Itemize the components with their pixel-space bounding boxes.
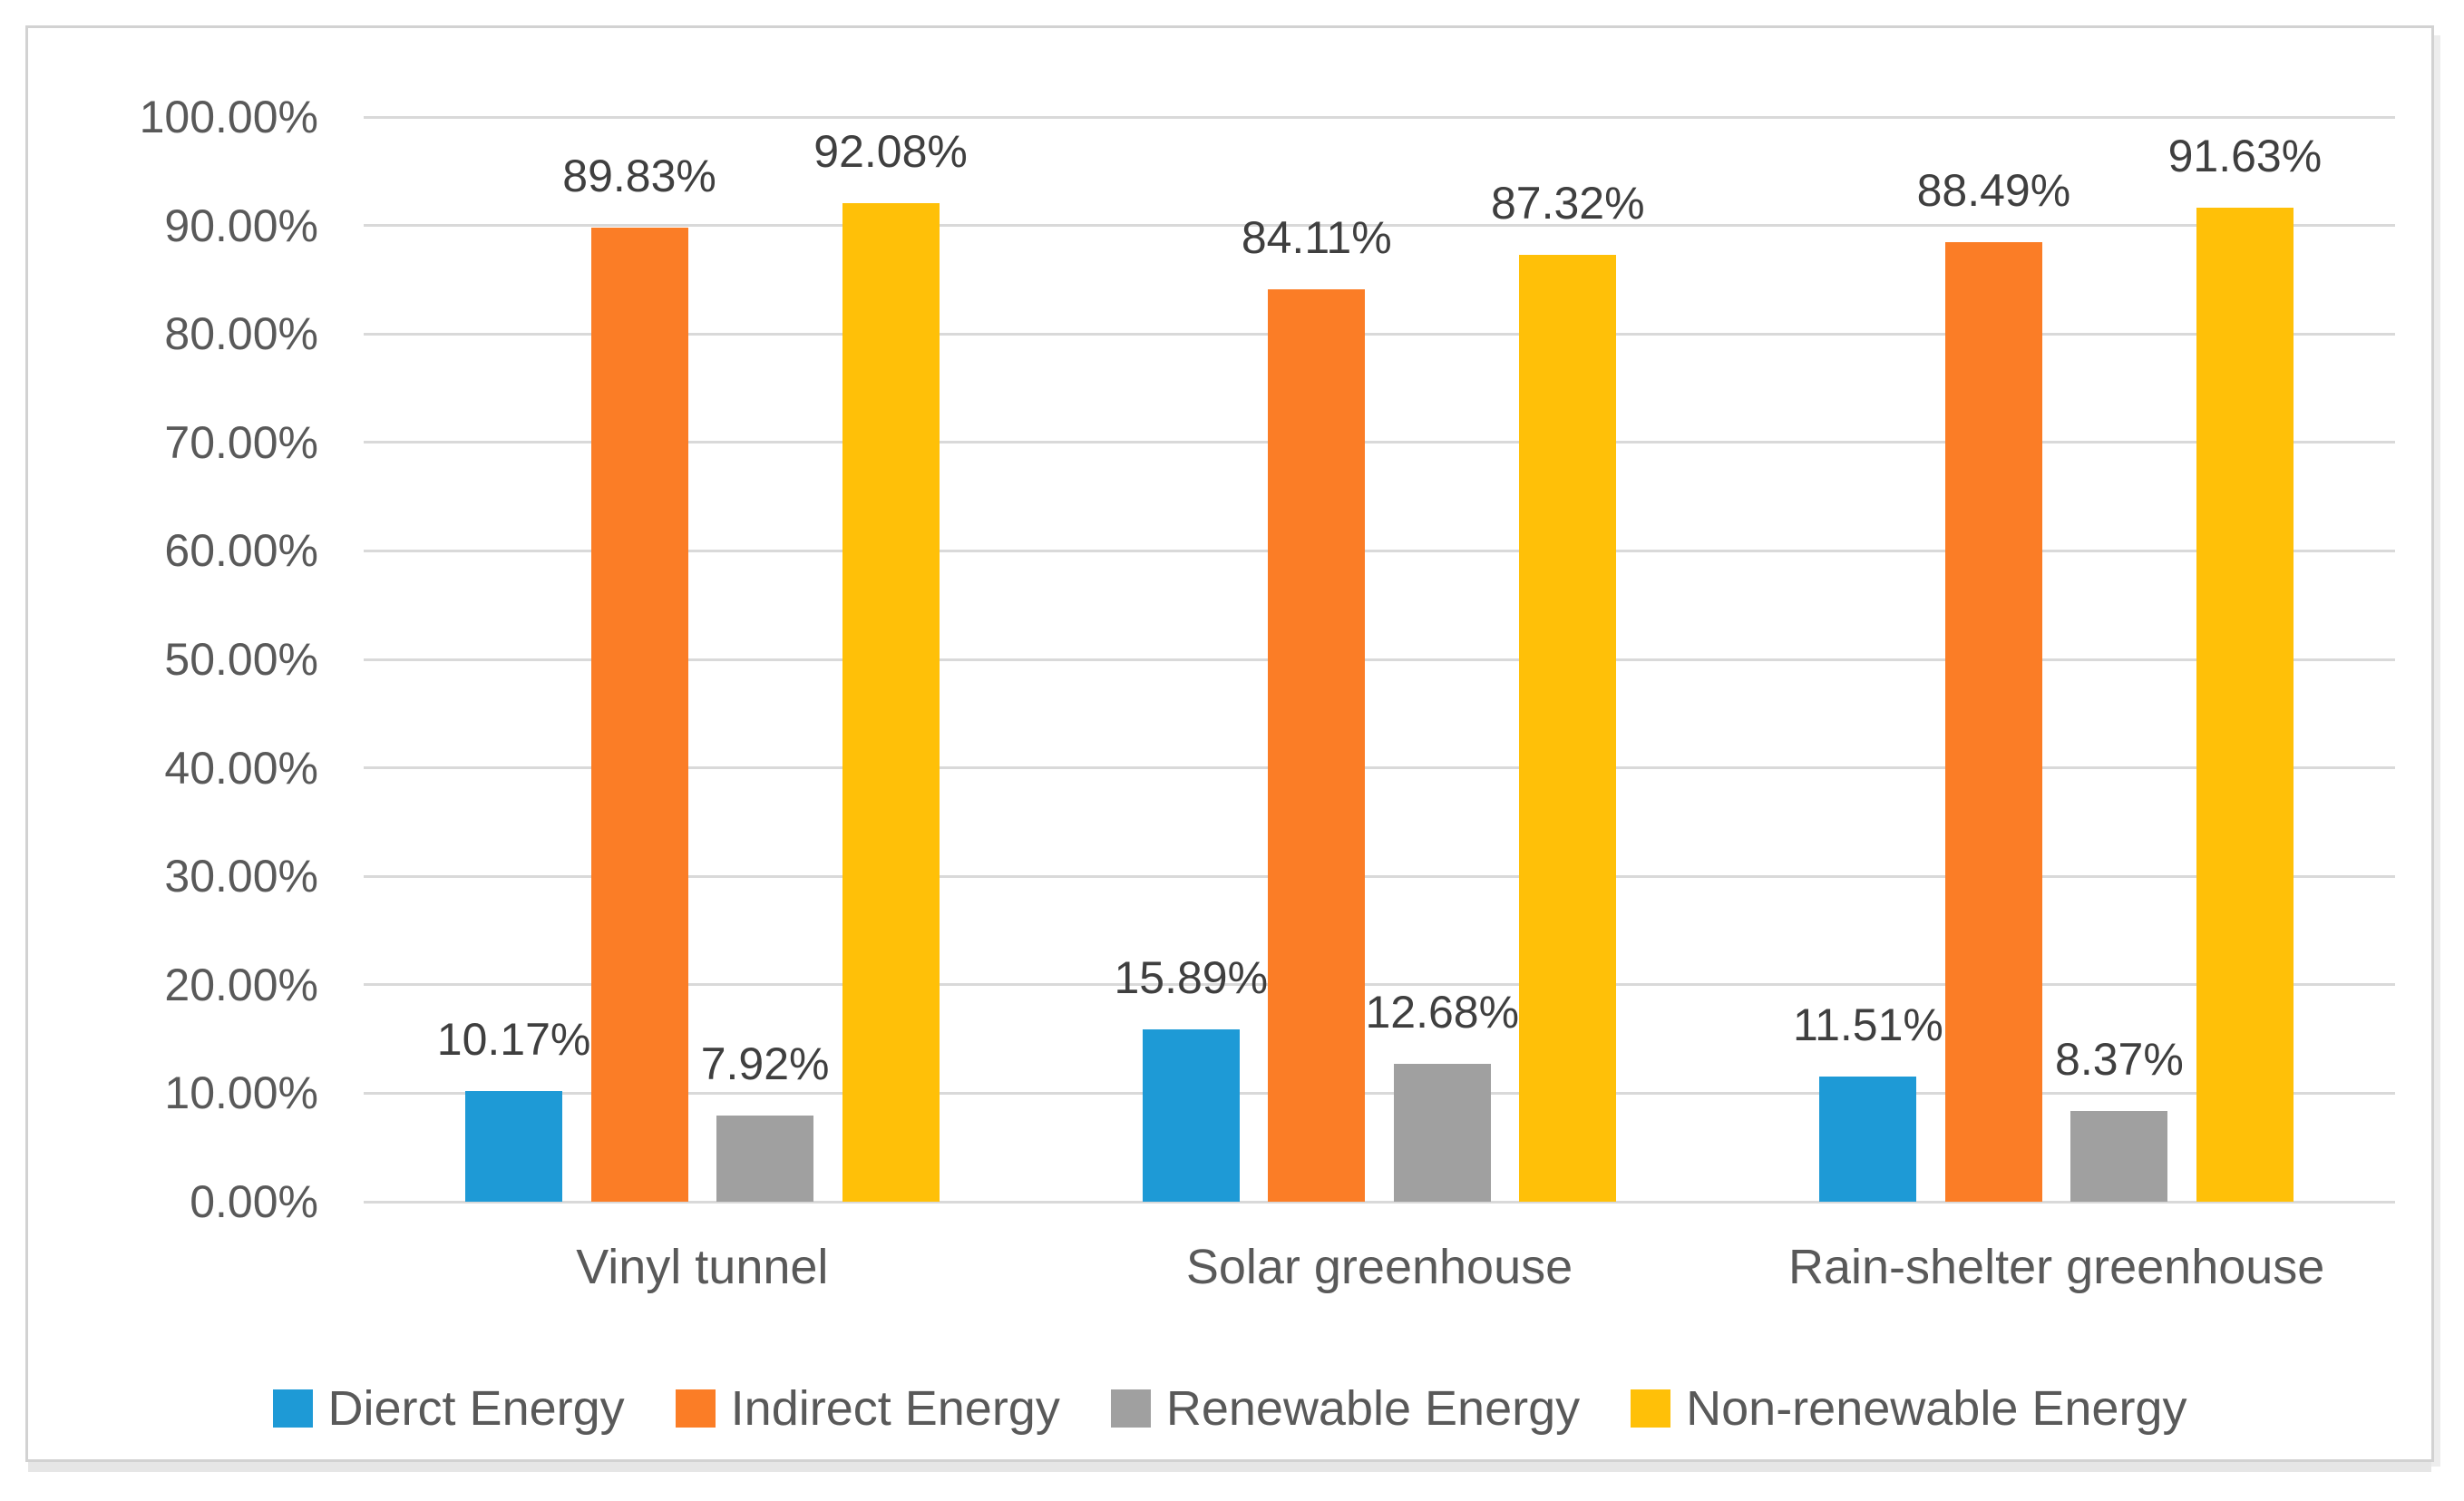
y-tick-label: 70.00%: [164, 416, 318, 468]
legend: Dierct Energy Indirect Energy Renewable En…: [64, 1372, 2395, 1445]
data-label-dierct-energy-rain-shelter-greenhouse: 11.51%: [1792, 999, 1943, 1051]
data-label-indirect-energy-solar-greenhouse: 84.11%: [1241, 212, 1392, 264]
data-label-indirect-energy-rain-shelter-greenhouse: 88.49%: [1916, 164, 2071, 216]
legend-label: Dierct Energy: [327, 1381, 625, 1436]
data-label-dierct-energy-solar-greenhouse: 15.89%: [1114, 951, 1269, 1003]
y-tick-label: 90.00%: [164, 200, 318, 251]
gridline: [364, 115, 2395, 119]
legend-item-renewable-energy: Renewable Energy: [1110, 1381, 1581, 1436]
category-label-solar-greenhouse: Solar greenhouse: [1185, 1240, 1573, 1294]
data-label-non-renewable-energy-rain-shelter-greenhouse: 91.63%: [2167, 131, 2323, 182]
data-label-dierct-energy-vinyl-tunnel: 10.17%: [436, 1014, 591, 1066]
legend-item-non-renewable-energy: Non-renewable Energy: [1631, 1384, 2186, 1433]
category-label-vinyl-tunnel: Vinyl tunnel: [576, 1240, 829, 1294]
category-label-rain-shelter-greenhouse: Rain-shelter greenhouse: [1787, 1240, 2325, 1294]
legend-swatch-icon: [272, 1389, 313, 1428]
bar-indirect-energy-solar-greenhouse: [1268, 289, 1366, 1202]
bar-dierct-energy-vinyl-tunnel: [465, 1091, 563, 1202]
bar-dierct-energy-rain-shelter-greenhouse: [1819, 1077, 1917, 1202]
gridline: [364, 1200, 2395, 1204]
legend-swatch-icon: [675, 1389, 716, 1428]
bar-non-renewable-energy-solar-greenhouse: [1519, 254, 1617, 1202]
y-tick-label: 50.00%: [164, 634, 318, 685]
data-label-indirect-energy-vinyl-tunnel: 89.83%: [562, 150, 716, 201]
y-tick-label: 20.00%: [164, 959, 318, 1010]
gridline: [364, 224, 2395, 228]
legend-label: Non-renewable Energy: [1686, 1381, 2187, 1436]
legend-swatch-icon: [1631, 1389, 1671, 1428]
bar-renewable-energy-rain-shelter-greenhouse: [2070, 1110, 2168, 1202]
plot-area: 10.17% 89.83% 7.92% 92.08% 15.89% 84.11% 12.68…: [364, 115, 2395, 1204]
legend-swatch-icon: [1110, 1389, 1151, 1428]
bar-indirect-energy-vinyl-tunnel: [590, 227, 688, 1202]
data-label-renewable-energy-rain-shelter-greenhouse: 8.37%: [2055, 1033, 2184, 1085]
data-label-non-renewable-energy-vinyl-tunnel: 92.08%: [813, 125, 968, 177]
legend-label: Renewable Energy: [1165, 1381, 1581, 1436]
gridline: [364, 658, 2395, 661]
gridline: [364, 766, 2395, 770]
gridline: [364, 874, 2395, 878]
y-tick-label: 60.00%: [164, 525, 318, 577]
legend-item-indirect-energy: Indirect Energy: [675, 1381, 1060, 1436]
data-label-non-renewable-energy-solar-greenhouse: 87.32%: [1490, 177, 1645, 229]
bar-non-renewable-energy-rain-shelter-greenhouse: [2196, 208, 2294, 1202]
y-tick-label: 80.00%: [164, 308, 318, 360]
gridline: [364, 441, 2395, 444]
gridline: [364, 983, 2395, 987]
data-label-renewable-energy-solar-greenhouse: 12.68%: [1365, 987, 1520, 1038]
legend-item-dierct-energy: Dierct Energy: [272, 1381, 625, 1436]
data-label-renewable-energy-vinyl-tunnel: 7.92%: [700, 1038, 830, 1090]
y-tick-label: 0.00%: [190, 1176, 318, 1227]
bar-non-renewable-energy-vinyl-tunnel: [842, 202, 940, 1202]
y-tick-label: 100.00%: [139, 92, 318, 142]
bar-indirect-energy-rain-shelter-greenhouse: [1944, 241, 2042, 1202]
gridline: [364, 332, 2395, 336]
y-tick-label: 10.00%: [164, 1067, 318, 1119]
gridline: [364, 549, 2395, 552]
gridline: [364, 1091, 2395, 1095]
bar-renewable-energy-vinyl-tunnel: [716, 1116, 814, 1202]
bar-dierct-energy-solar-greenhouse: [1142, 1028, 1240, 1202]
chart-frame: 0.00% 10.00% 20.00% 30.00% 40.00% 50.00% 60.00…: [25, 25, 2434, 1462]
bar-renewable-energy-solar-greenhouse: [1393, 1064, 1491, 1202]
legend-label: Indirect Energy: [730, 1381, 1060, 1436]
y-tick-label: 30.00%: [164, 851, 318, 902]
y-tick-label: 40.00%: [164, 742, 318, 794]
